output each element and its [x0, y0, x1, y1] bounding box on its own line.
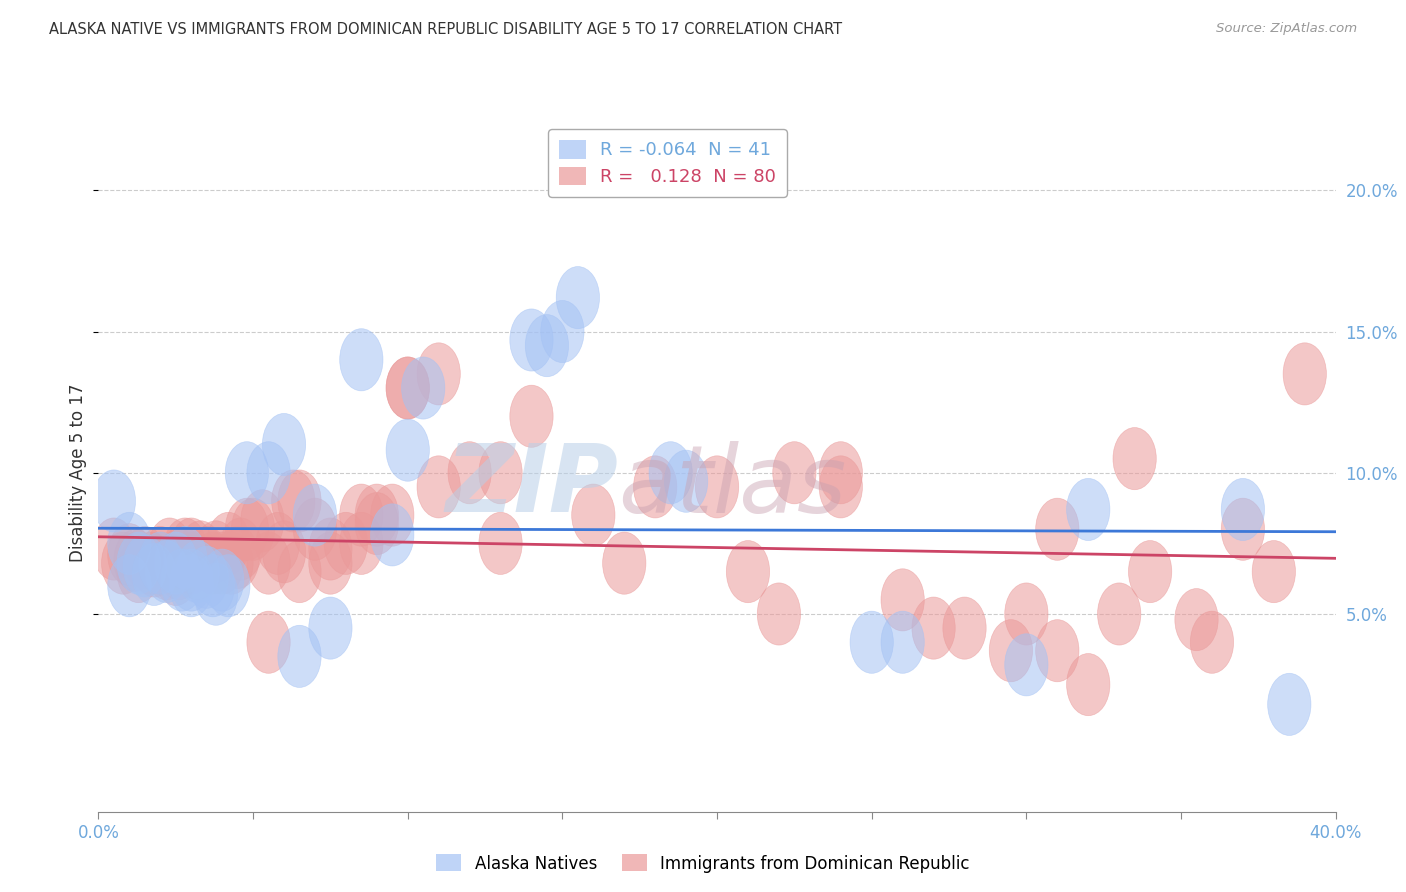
Text: ZIP: ZIP — [446, 441, 619, 533]
Text: Source: ZipAtlas.com: Source: ZipAtlas.com — [1216, 22, 1357, 36]
Legend: Alaska Natives, Immigrants from Dominican Republic: Alaska Natives, Immigrants from Dominica… — [430, 847, 976, 880]
Legend: R = -0.064  N = 41, R =   0.128  N = 80: R = -0.064 N = 41, R = 0.128 N = 80 — [548, 129, 787, 197]
Y-axis label: Disability Age 5 to 17: Disability Age 5 to 17 — [69, 384, 87, 562]
Text: ALASKA NATIVE VS IMMIGRANTS FROM DOMINICAN REPUBLIC DISABILITY AGE 5 TO 17 CORRE: ALASKA NATIVE VS IMMIGRANTS FROM DOMINIC… — [49, 22, 842, 37]
Text: atlas: atlas — [619, 441, 846, 532]
